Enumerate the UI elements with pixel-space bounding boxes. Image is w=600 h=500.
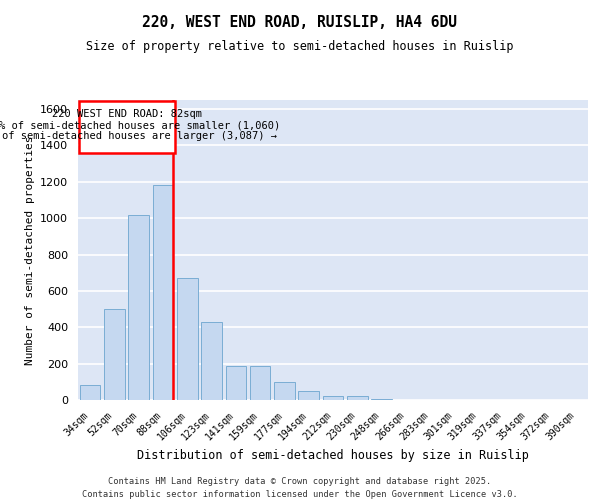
Bar bbox=[298, 391, 319, 400]
X-axis label: Distribution of semi-detached houses by size in Ruislip: Distribution of semi-detached houses by … bbox=[137, 448, 529, 462]
Bar bbox=[152, 186, 173, 400]
Bar bbox=[177, 278, 197, 400]
Text: 74% of semi-detached houses are larger (3,087) →: 74% of semi-detached houses are larger (… bbox=[0, 131, 277, 141]
Bar bbox=[250, 366, 271, 400]
Bar bbox=[79, 101, 175, 152]
Bar bbox=[104, 309, 125, 400]
Text: Size of property relative to semi-detached houses in Ruislip: Size of property relative to semi-detach… bbox=[86, 40, 514, 53]
Text: Contains HM Land Registry data © Crown copyright and database right 2025.: Contains HM Land Registry data © Crown c… bbox=[109, 478, 491, 486]
Text: ← 25% of semi-detached houses are smaller (1,060): ← 25% of semi-detached houses are smalle… bbox=[0, 120, 280, 130]
Bar bbox=[80, 386, 100, 400]
Bar bbox=[347, 396, 368, 400]
Bar bbox=[371, 399, 392, 400]
Bar bbox=[226, 366, 246, 400]
Text: 220 WEST END ROAD: 82sqm: 220 WEST END ROAD: 82sqm bbox=[52, 109, 202, 119]
Text: 220, WEST END ROAD, RUISLIP, HA4 6DU: 220, WEST END ROAD, RUISLIP, HA4 6DU bbox=[143, 15, 458, 30]
Y-axis label: Number of semi-detached properties: Number of semi-detached properties bbox=[25, 135, 35, 365]
Bar bbox=[128, 214, 149, 400]
Bar bbox=[274, 382, 295, 400]
Bar bbox=[201, 322, 222, 400]
Text: Contains public sector information licensed under the Open Government Licence v3: Contains public sector information licen… bbox=[82, 490, 518, 499]
Bar bbox=[323, 396, 343, 400]
